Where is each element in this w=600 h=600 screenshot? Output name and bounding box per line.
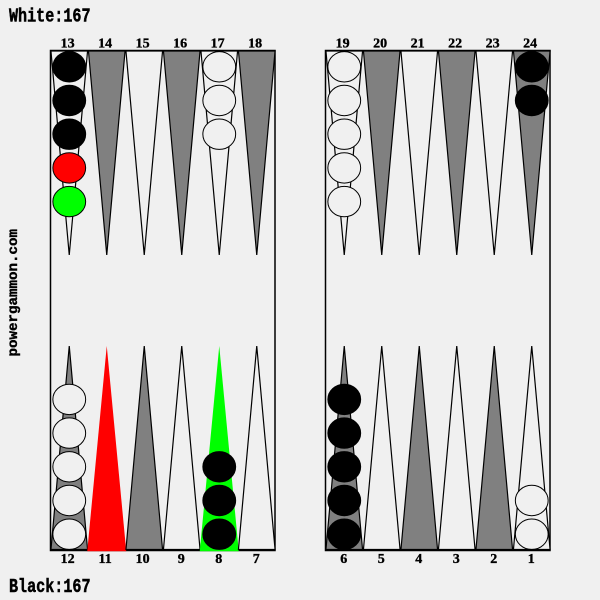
svg-text:3: 3	[453, 552, 460, 567]
svg-text:6: 6	[340, 552, 347, 567]
svg-text:20: 20	[373, 36, 387, 51]
svg-text:9: 9	[178, 552, 185, 567]
svg-text:8: 8	[215, 552, 222, 567]
svg-text:Black:167: Black:167	[9, 576, 91, 598]
svg-text:White:167: White:167	[9, 5, 91, 27]
svg-text:1: 1	[528, 552, 535, 567]
svg-text:11: 11	[99, 552, 112, 567]
svg-text:15: 15	[136, 36, 150, 51]
svg-text:7: 7	[253, 552, 260, 567]
svg-text:12: 12	[61, 552, 75, 567]
svg-text:18: 18	[248, 36, 262, 51]
svg-text:10: 10	[136, 552, 150, 567]
svg-text:16: 16	[173, 36, 187, 51]
svg-text:14: 14	[98, 36, 112, 51]
svg-text:2: 2	[490, 552, 497, 567]
svg-text:17: 17	[211, 36, 225, 51]
svg-text:4: 4	[415, 552, 422, 567]
svg-text:24: 24	[523, 36, 537, 51]
svg-text:powergammon.com: powergammon.com	[6, 229, 22, 357]
svg-text:23: 23	[486, 36, 500, 51]
svg-text:19: 19	[336, 36, 350, 51]
svg-text:21: 21	[411, 36, 425, 51]
svg-text:22: 22	[448, 36, 462, 51]
svg-text:13: 13	[61, 36, 75, 51]
svg-text:5: 5	[378, 552, 385, 567]
